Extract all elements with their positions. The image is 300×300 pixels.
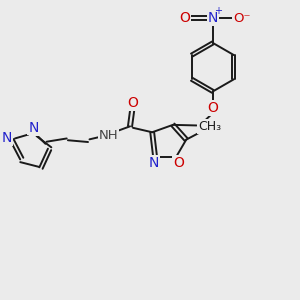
- Text: O: O: [173, 156, 184, 170]
- Text: N: N: [30, 121, 40, 135]
- Text: N: N: [2, 131, 12, 146]
- Text: O: O: [179, 11, 190, 26]
- Text: N: N: [148, 156, 159, 170]
- Text: O: O: [127, 96, 138, 110]
- Text: NH: NH: [99, 129, 118, 142]
- Text: N: N: [208, 11, 218, 26]
- Text: O⁻: O⁻: [233, 12, 250, 25]
- Text: CH₃: CH₃: [198, 120, 221, 133]
- Text: N: N: [28, 121, 39, 134]
- Text: O: O: [207, 101, 218, 115]
- Text: +: +: [214, 6, 222, 16]
